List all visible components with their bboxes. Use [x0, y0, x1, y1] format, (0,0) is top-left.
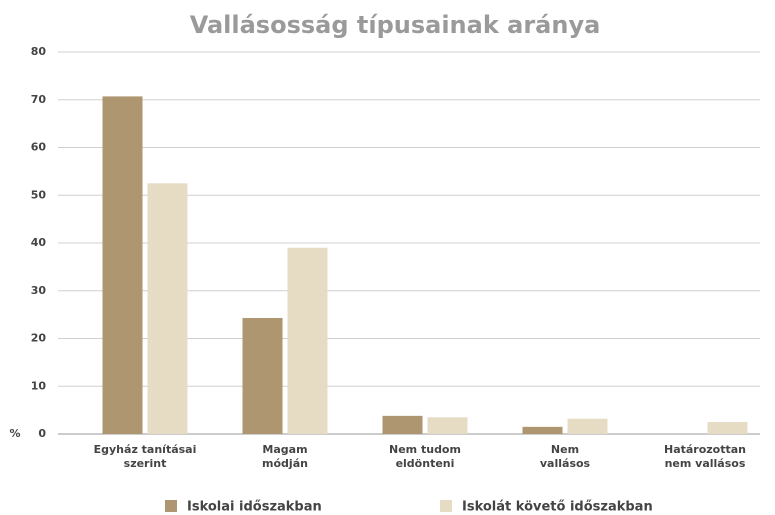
bar [567, 418, 608, 434]
legend-swatch [440, 500, 452, 512]
x-tick-label: Magam módján [262, 443, 308, 470]
bar [382, 415, 423, 434]
y-tick-label: 20 [31, 332, 47, 345]
y-tick-label: 10 [31, 379, 47, 392]
legend-swatch [165, 500, 177, 512]
bar [522, 426, 563, 434]
x-tick-label: Határozottan nem vallásos [664, 443, 746, 470]
y-axis-label: % [9, 427, 20, 440]
bar [147, 183, 188, 434]
bar [242, 317, 283, 434]
x-tick-label: Nem vallásos [540, 443, 591, 470]
y-tick-label: 60 [31, 141, 47, 154]
y-tick-label: 80 [31, 45, 47, 58]
bar [287, 247, 328, 434]
y-tick-label: 40 [31, 236, 47, 249]
legend-label: Iskolai időszakban [187, 500, 322, 515]
bar [427, 417, 468, 434]
chart-title: Vallásosság típusainak aránya [190, 11, 601, 39]
y-tick-label: 0 [38, 427, 46, 440]
x-tick-label: Egyház tanításai szerint [94, 443, 197, 470]
y-tick-label: 30 [31, 284, 47, 297]
legend-label: Iskolát követő időszakban [462, 500, 653, 515]
y-tick-label: 50 [31, 188, 47, 201]
bar [707, 422, 748, 434]
x-tick-label: Nem tudom eldönteni [389, 443, 461, 470]
y-tick-label: 70 [31, 93, 47, 106]
bar [102, 96, 143, 434]
